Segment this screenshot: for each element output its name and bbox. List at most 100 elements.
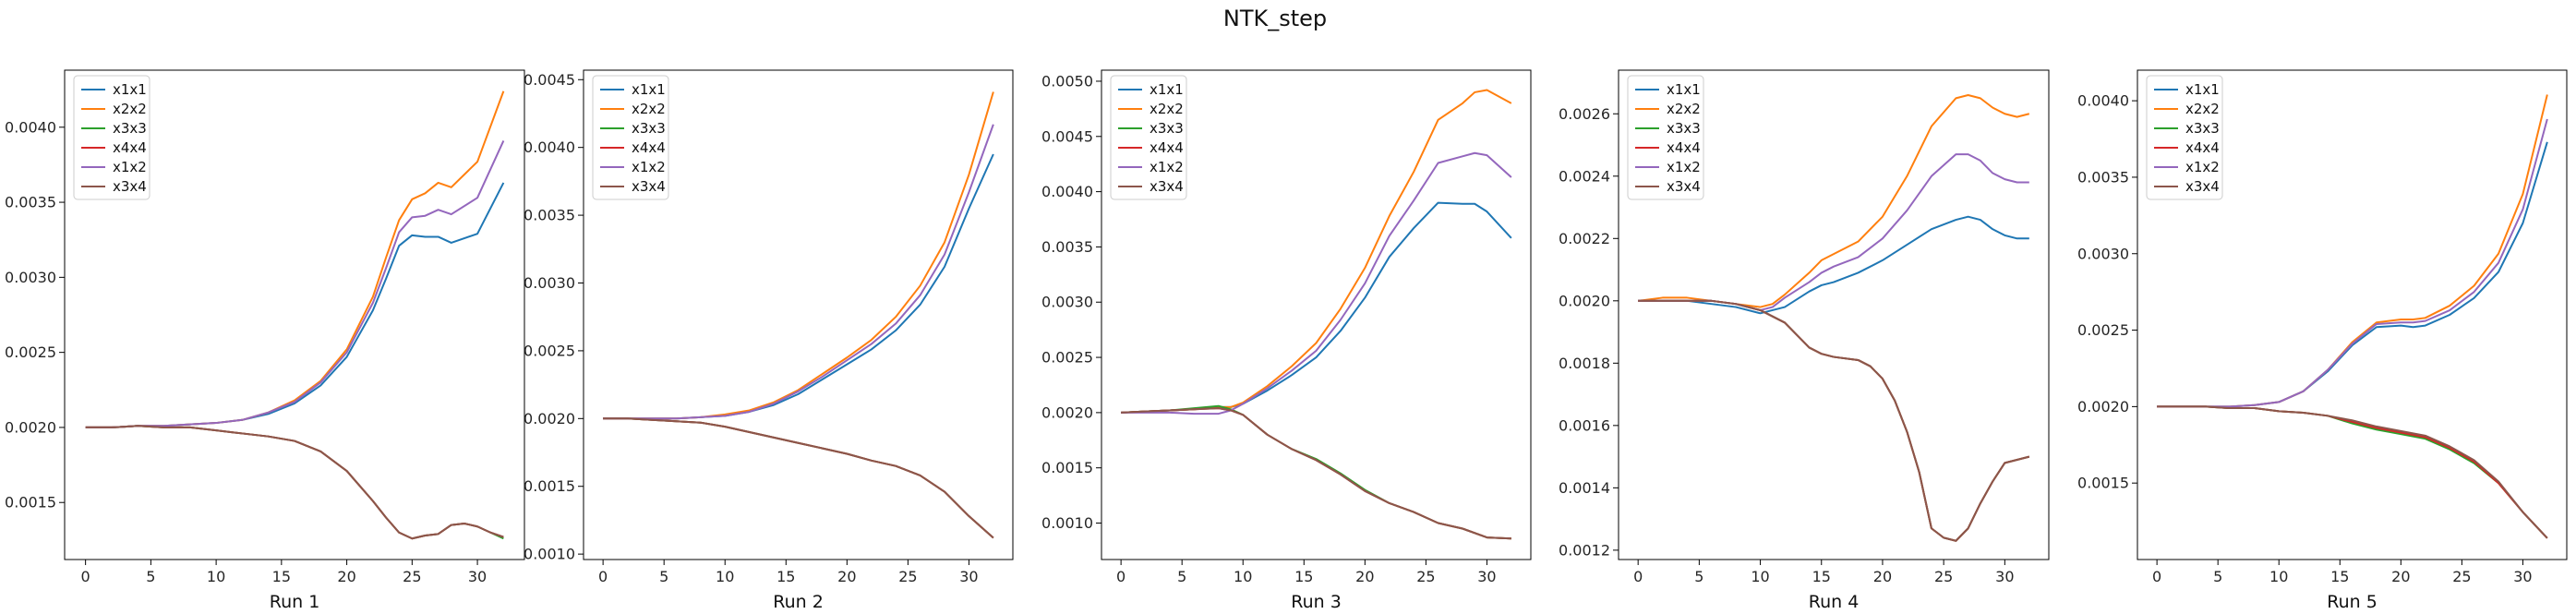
x-tick-label: 0 — [1633, 568, 1643, 585]
y-tick-label: 0.0025 — [524, 342, 575, 359]
x-tick-label: 15 — [776, 568, 795, 585]
legend-label-x2x2: x2x2 — [1150, 101, 1184, 117]
legend: x1x1 x2x2 x3x3 x4x4 x1x2 x3x4 — [1110, 75, 1187, 200]
subplot-run-1: 0 5 10 15 20 25 30 0.0015 0.0020 0.0025 0.0030 0.00… — [5, 69, 525, 612]
x-tick-label: 20 — [1355, 568, 1374, 585]
x-tick-label: 0 — [81, 568, 90, 585]
x-axis-label: Run 3 — [1291, 592, 1342, 612]
y-tick-label: 0.0015 — [5, 494, 56, 512]
legend-label-x3x3: x3x3 — [1667, 120, 1701, 137]
x-tick-label: 20 — [337, 568, 355, 585]
series-line-x4x4 — [1121, 407, 1511, 540]
legend-label-x4x4: x4x4 — [1667, 139, 1701, 156]
y-tick-label: 0.0010 — [1041, 514, 1093, 532]
y-tick-label: 0.0035 — [2077, 168, 2129, 186]
x-tick-label: 10 — [716, 568, 734, 585]
y-tick-label: 0.0040 — [524, 138, 575, 156]
legend-label-x4x4: x4x4 — [1150, 139, 1184, 156]
axes-frame — [64, 69, 525, 560]
x-tick-label: 30 — [1477, 568, 1496, 585]
legend: x1x1 x2x2 x3x3 x4x4 x1x2 x3x4 — [592, 75, 669, 200]
x-tick-label: 30 — [1995, 568, 2014, 585]
y-tick-label: 0.0015 — [2077, 475, 2129, 492]
y-tick-label: 0.0045 — [524, 71, 575, 89]
x-tick-label: 20 — [837, 568, 856, 585]
legend-label-x4x4: x4x4 — [113, 139, 147, 156]
legend-label-x3x4: x3x4 — [2185, 178, 2220, 195]
legend-label-x3x3: x3x3 — [113, 120, 147, 137]
legend-box — [1110, 75, 1187, 200]
legend-label-x1x1: x1x1 — [1667, 81, 1701, 98]
x-tick-label: 25 — [1934, 568, 1953, 585]
series-line-x3x3 — [1121, 404, 1511, 540]
x-axis-label: Run 2 — [773, 592, 824, 612]
legend-box — [1627, 75, 1704, 200]
y-tick-label: 0.0020 — [2077, 398, 2129, 415]
legend-label-x3x4: x3x4 — [113, 178, 147, 195]
series-line-x3x4 — [2157, 405, 2548, 539]
series-line-x3x3 — [1638, 299, 2030, 542]
legend-label-x1x1: x1x1 — [2185, 81, 2220, 98]
series-line-x3x4 — [85, 425, 504, 540]
legend-label-x1x1: x1x1 — [113, 81, 147, 98]
subplot-run-2: 0 5 10 15 20 25 30 0.0010 0.0015 0.0020 0.0025 0.00… — [524, 69, 1014, 612]
series-line-x1x2 — [2157, 118, 2548, 408]
y-tick-label: 0.0016 — [1559, 416, 1610, 434]
y-tick-label: 0.0040 — [2077, 92, 2129, 110]
legend-box — [592, 75, 669, 200]
x-tick-label: 5 — [2213, 568, 2222, 585]
x-tick-label: 5 — [1694, 568, 1703, 585]
x-tick-label: 20 — [1873, 568, 1892, 585]
y-tick-label: 0.0025 — [5, 343, 56, 361]
y-tick-label: 0.0026 — [1559, 105, 1610, 123]
series-line-x3x4 — [603, 417, 994, 539]
legend-label-x3x4: x3x4 — [1150, 178, 1184, 195]
subplot-run-3: 0 5 10 15 20 25 30 0.0010 0.0015 0.0020 0.0025 0.00… — [1041, 69, 1532, 612]
y-tick-label: 0.0040 — [5, 118, 56, 136]
legend-label-x2x2: x2x2 — [113, 101, 147, 117]
legend-label-x2x2: x2x2 — [632, 101, 666, 117]
x-tick-label: 30 — [2513, 568, 2532, 585]
x-tick-label: 5 — [659, 568, 668, 585]
x-tick-label: 25 — [2452, 568, 2471, 585]
x-tick-label: 10 — [1751, 568, 1769, 585]
legend-label-x1x1: x1x1 — [632, 81, 666, 98]
y-tick-label: 0.0015 — [1041, 459, 1093, 476]
y-tick-label: 0.0040 — [1041, 183, 1093, 200]
x-tick-label: 20 — [2391, 568, 2410, 585]
x-axis-label: Run 4 — [1809, 592, 1860, 612]
y-tick-label: 0.0035 — [5, 194, 56, 211]
legend: x1x1 x2x2 x3x3 x4x4 x1x2 x3x4 — [1627, 75, 1704, 200]
legend-box — [2146, 75, 2223, 200]
legend-label-x4x4: x4x4 — [2185, 139, 2220, 156]
series-line-x4x4 — [85, 425, 504, 540]
subplot-run-4: 0 5 10 15 20 25 30 0.0012 0.0014 0.0016 0.0018 0.00… — [1559, 69, 2050, 612]
series-line-x3x4 — [1638, 299, 2030, 542]
y-tick-label: 0.0030 — [524, 274, 575, 292]
x-tick-label: 5 — [1177, 568, 1186, 585]
series-line-x1x1 — [85, 182, 505, 428]
x-tick-label: 10 — [207, 568, 225, 585]
legend-label-x1x1: x1x1 — [1150, 81, 1184, 98]
series-line-x3x3 — [603, 417, 994, 539]
subplot-run-5: 0 5 10 15 20 25 30 0.0015 0.0020 0.0025 0.0030 0.00… — [2077, 69, 2568, 612]
y-tick-label: 0.0015 — [524, 477, 575, 495]
legend-label-x1x2: x1x2 — [113, 159, 147, 175]
axes-frame — [1101, 69, 1532, 560]
y-tick-label: 0.0022 — [1559, 230, 1610, 247]
x-tick-label: 25 — [403, 568, 421, 585]
legend-label-x1x2: x1x2 — [1667, 159, 1701, 175]
x-tick-label: 5 — [146, 568, 155, 585]
x-tick-label: 15 — [1812, 568, 1831, 585]
y-tick-label: 0.0020 — [1041, 403, 1093, 421]
series-line-x1x2 — [603, 124, 994, 420]
legend-box — [73, 75, 150, 200]
series-line-x1x2 — [85, 139, 505, 428]
legend-label-x3x3: x3x3 — [2185, 120, 2220, 137]
legend-label-x3x3: x3x3 — [632, 120, 666, 137]
series-line-x1x1 — [1638, 215, 2029, 315]
legend-label-x2x2: x2x2 — [1667, 101, 1701, 117]
y-tick-label: 0.0014 — [1559, 479, 1610, 497]
x-tick-label: 15 — [1294, 568, 1313, 585]
